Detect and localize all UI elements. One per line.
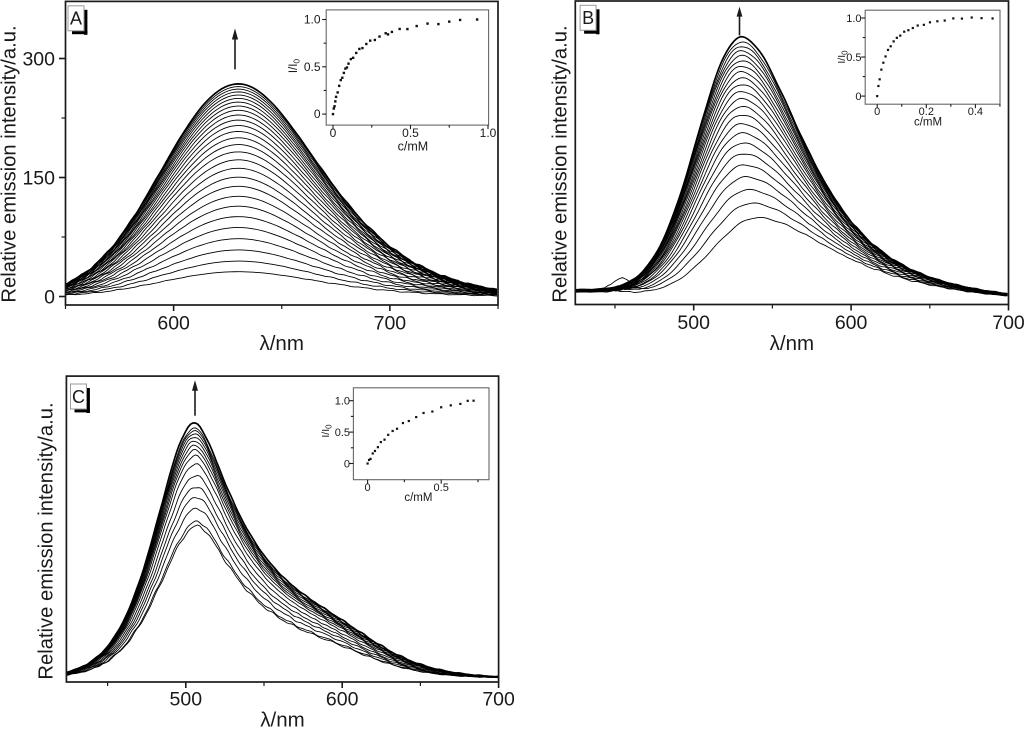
svg-text:1.0: 1.0 [335,396,350,408]
svg-text:Relative emission intensity/a.: Relative emission intensity/a.u. [36,402,58,679]
svg-text:700: 700 [992,312,1024,334]
svg-text:0: 0 [344,458,350,470]
svg-text:0.5: 0.5 [846,52,861,64]
svg-text:0.5: 0.5 [434,482,449,494]
svg-text:0.5: 0.5 [304,60,321,74]
svg-text:I/I0: I/I0 [320,424,333,438]
svg-text:0.2: 0.2 [919,106,934,118]
svg-text:1.0: 1.0 [304,13,321,27]
svg-text:c/mM: c/mM [404,492,432,504]
svg-text:B: B [582,8,594,28]
svg-text:C: C [72,387,85,407]
svg-text:0: 0 [330,126,337,140]
svg-text:1.0: 1.0 [480,126,497,140]
svg-text:I/I0: I/I0 [288,59,302,74]
svg-text:c/mM: c/mM [914,117,942,129]
svg-text:0.5: 0.5 [335,427,350,439]
svg-text:0: 0 [855,91,861,103]
svg-text:500: 500 [677,312,710,334]
svg-text:0: 0 [44,287,55,309]
svg-text:λ/nm: λ/nm [260,709,304,729]
svg-text:0.5: 0.5 [402,126,419,140]
svg-text:Relative emission intensity/a.: Relative emission intensity/a.u. [0,25,21,302]
svg-text:Relative emission intensity/a.: Relative emission intensity/a.u. [550,25,572,302]
svg-text:I/I0: I/I0 [836,50,849,64]
svg-text:0.4: 0.4 [968,106,983,118]
svg-text:λ/nm: λ/nm [259,332,303,355]
svg-text:A: A [70,9,82,29]
svg-text:700: 700 [482,689,515,711]
svg-text:700: 700 [374,312,407,334]
svg-text:600: 600 [326,689,359,711]
svg-text:0: 0 [874,106,880,118]
svg-text:0: 0 [314,107,321,121]
svg-text:600: 600 [157,312,190,334]
svg-text:600: 600 [835,312,868,334]
svg-text:c/mM: c/mM [398,140,429,154]
svg-text:1.0: 1.0 [846,13,861,25]
svg-text:500: 500 [170,689,203,711]
svg-text:λ/nm: λ/nm [770,332,814,355]
svg-text:150: 150 [22,168,55,190]
svg-text:0: 0 [365,482,371,494]
svg-text:300: 300 [22,49,55,71]
